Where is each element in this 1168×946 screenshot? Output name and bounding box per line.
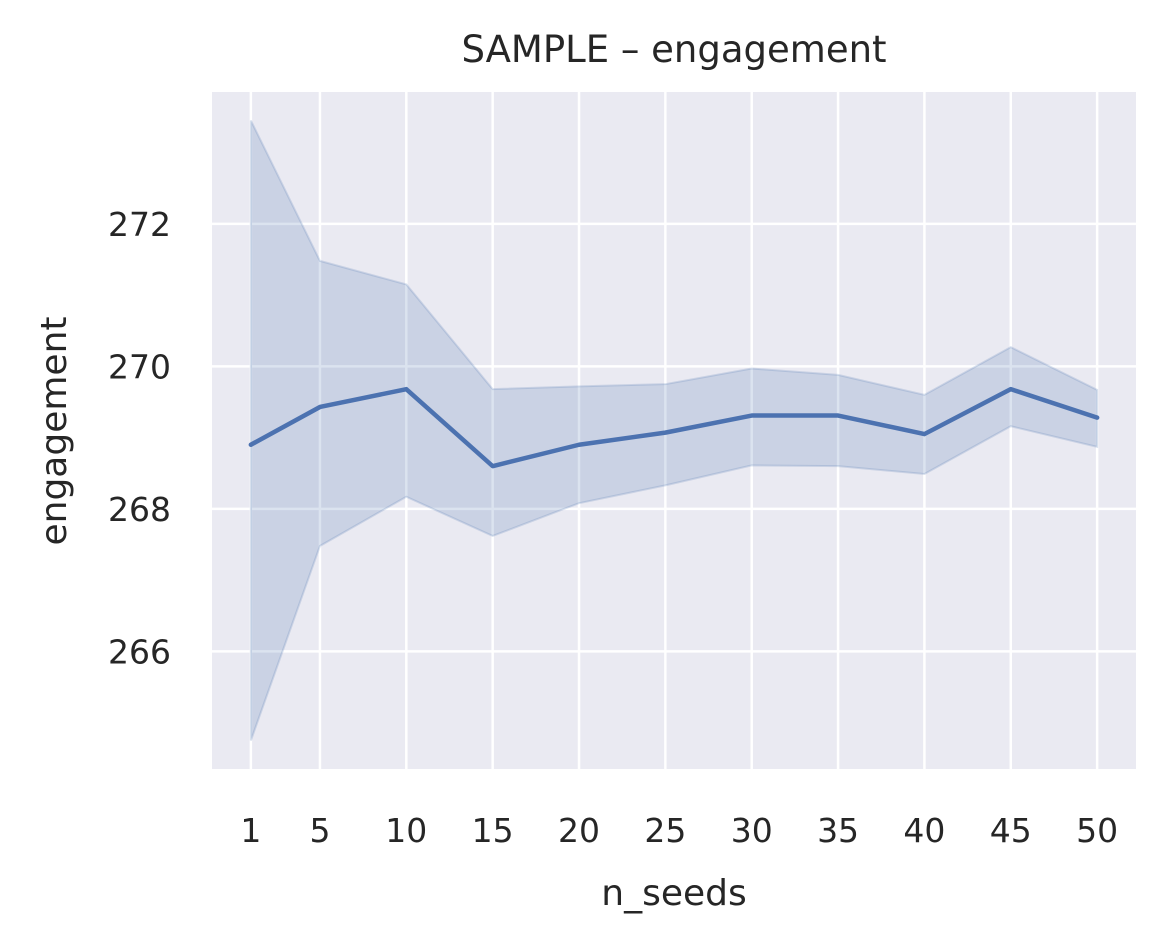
y-tick-label: 272 <box>108 205 171 244</box>
chart-title: SAMPLE – engagement <box>461 28 886 71</box>
grid-lines <box>212 92 1136 769</box>
x-tick-label: 50 <box>1076 811 1118 850</box>
x-tick-label: 35 <box>817 811 859 850</box>
series-line <box>248 386 1100 469</box>
x-axis-label: n_seeds <box>601 873 746 914</box>
series-layer <box>248 120 1100 741</box>
x-tick-label: 1 <box>240 811 261 850</box>
y-tick-label: 270 <box>108 347 171 386</box>
x-tick-label: 25 <box>644 811 686 850</box>
x-tick-label: 15 <box>472 811 514 850</box>
x-tick-label: 20 <box>558 811 600 850</box>
x-tick-label: 10 <box>385 811 427 850</box>
y-tick-label: 268 <box>108 490 171 529</box>
y-axis-label: engagement <box>34 316 75 545</box>
y-tick-label: 266 <box>108 632 171 671</box>
x-tick-label: 30 <box>731 811 773 850</box>
x-tick-label: 40 <box>903 811 945 850</box>
x-tick-label: 5 <box>309 811 330 850</box>
x-tick-label: 45 <box>990 811 1032 850</box>
